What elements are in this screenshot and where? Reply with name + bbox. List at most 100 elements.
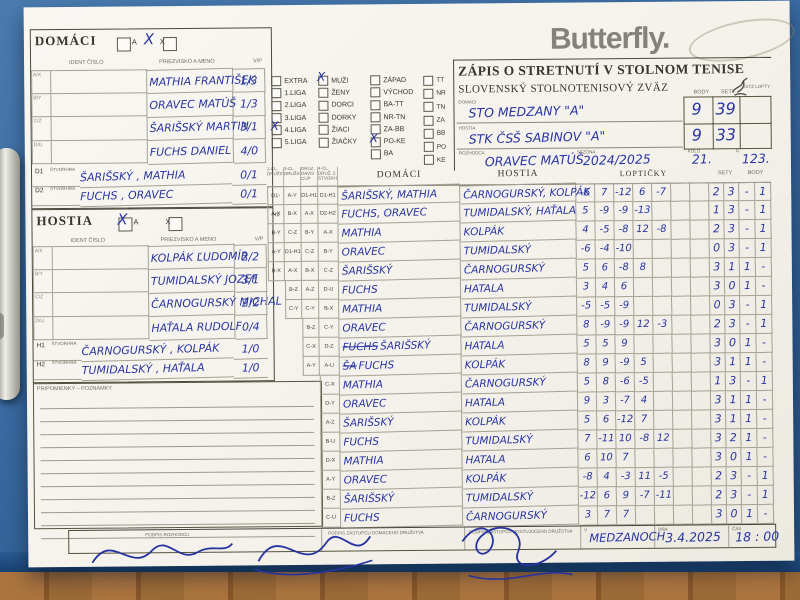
guest-checkbox-x-label: X	[165, 217, 171, 227]
home-checkbox-a	[116, 37, 131, 52]
points-guest-cell: 1	[756, 314, 773, 335]
points-home-cell: -	[739, 238, 756, 259]
doubles-names: FUCHS , ORAVEC	[79, 184, 233, 208]
league-checkbox	[271, 88, 282, 99]
set-score-cell	[671, 239, 691, 259]
set-score-cell: -12	[615, 410, 636, 431]
set-score-cell: 3	[576, 278, 597, 298]
set-score-cell	[692, 486, 713, 506]
points-home-cell: -	[739, 295, 757, 316]
doubles-type-label: ŠTVORHRA	[50, 167, 81, 188]
points-guest-cell: -	[755, 276, 773, 297]
set-score-cell: -12	[578, 487, 599, 507]
pair-cell-empty	[270, 490, 287, 509]
sets-home-cell: 3	[710, 410, 727, 430]
set-score-cell	[635, 505, 656, 526]
set-score-cell	[653, 334, 673, 355]
set-score-cell: 4	[595, 278, 616, 298]
league-check-mark: X	[317, 69, 326, 85]
pair-code-cell: B-Y	[318, 242, 339, 262]
pair-code-cell: B-X	[301, 261, 319, 281]
set-score-cell: 9	[596, 354, 616, 374]
doubles-row-label: D1	[31, 168, 51, 188]
sets-home-cell: 2	[710, 315, 726, 335]
set-score-cell: 10	[616, 429, 636, 450]
home-name-header: PRIEZVISKO A MENO	[159, 58, 215, 66]
guest-checkbox-a-label: A	[133, 217, 139, 227]
pair-code-cell: A-X	[284, 261, 302, 282]
league-option: 2.LIGA	[271, 99, 307, 112]
points-guest-cell: 1	[755, 219, 772, 240]
points-home-cell: 1	[741, 428, 758, 449]
struck-name: FUCHS	[342, 340, 379, 354]
league-check-mark: X	[369, 130, 379, 146]
sets-home-cell: 2	[711, 467, 727, 487]
roster-row-label: D/U	[33, 316, 54, 341]
roster-player-name: HAŤALA RUDOLF	[149, 314, 242, 341]
set-score-cell: 9	[616, 486, 637, 507]
sets-home-cell: 3	[710, 334, 726, 354]
set-score-cell: -8	[614, 258, 635, 279]
set-score-cell	[653, 391, 674, 412]
league-option: ZÁPAD	[370, 74, 413, 87]
set-score-cell	[671, 258, 692, 278]
region-option: BB	[423, 127, 447, 140]
roster-player-score: 2/2	[234, 290, 268, 316]
set-score-cell	[653, 353, 673, 374]
sets-home-cell: 2	[708, 182, 725, 202]
league-option-label: 4.LIGA	[284, 126, 307, 134]
set-score-cell	[673, 505, 694, 525]
set-score-cell	[633, 239, 653, 260]
guest-doubles: H1 ŠTVORHRA ČARNOGURSKÝ , KOLPÁK 1/0 H2 ŠTVOR…	[33, 339, 269, 382]
sets-guest-cell: 3	[726, 466, 742, 487]
set-score-cell: -6	[576, 240, 596, 260]
set-score-cell: 8	[633, 258, 654, 279]
sets-guest-cell: 0	[726, 504, 743, 525]
pair-code-cell: C-Y	[285, 299, 303, 320]
sets-guest-cell: 3	[724, 238, 740, 259]
struck-name: ŠA	[342, 360, 357, 373]
home-checkbox-mark: X	[143, 30, 155, 49]
set-score-cell: 4	[576, 221, 596, 241]
pair-cell-empty	[303, 395, 320, 414]
roster-player-name: TUMIDALSKÝ JOZEF	[148, 267, 258, 294]
league-checkbox	[271, 76, 282, 87]
points-home-cell: 1	[740, 352, 757, 373]
roster-row-label: B/Y	[32, 269, 54, 294]
set-score-cell	[691, 353, 711, 373]
region-label: BB	[436, 130, 446, 138]
doubles-row-label: H2	[33, 361, 52, 381]
region-checkbox	[423, 128, 434, 139]
sets-home-cell: 1	[709, 201, 725, 221]
league-option-label: 5.LIGA	[284, 139, 307, 147]
set-score-cell	[692, 448, 712, 468]
points-guest-cell: -	[756, 409, 774, 430]
league-column-3: ZÁPAD VÝCHOD BA-TT NR-TN ZA-BB X PO-KE BA	[370, 74, 414, 160]
points-guest-cell: -	[756, 390, 774, 411]
set-score-cell: -4	[595, 240, 615, 260]
set-score-cell	[691, 334, 711, 354]
set-score-cell: -12	[613, 182, 634, 203]
league-option-label: DORCI	[331, 101, 355, 109]
points-guest-cell: -	[756, 333, 773, 354]
league-option-label: VÝCHOD	[383, 88, 414, 97]
pair-code-cell: A-Y	[284, 185, 302, 206]
pair-code-cell: A-Z	[320, 413, 341, 433]
scoresheet-paper: Butterfly. ZÁPIS O STRETNUTÍ V STOLNOM T…	[23, 0, 799, 580]
home-vp-header: V/P	[253, 58, 262, 65]
set-score-cell	[652, 258, 673, 279]
points-home-cell: 1	[740, 333, 757, 354]
points-guest-cell: 1	[755, 295, 773, 316]
place-value: MEDZANOCH	[589, 529, 666, 546]
pair-cell-empty	[268, 319, 285, 338]
league-option: ŽIACI	[318, 124, 357, 137]
set-score-cell: -8	[652, 220, 672, 241]
set-score-cell: -5	[595, 297, 616, 317]
pair-cell-empty	[269, 414, 286, 433]
region-label: KE	[436, 156, 446, 164]
home-roster: A/X MATHIA FRANTIŠEK 1/3 B/Y ORAVEC MATÚŠ 1/3…	[31, 67, 267, 165]
set-score-cell	[690, 239, 710, 259]
set-score-cell: -9	[596, 316, 616, 336]
league-checkbox	[271, 100, 282, 111]
set-score-cell	[634, 334, 654, 355]
